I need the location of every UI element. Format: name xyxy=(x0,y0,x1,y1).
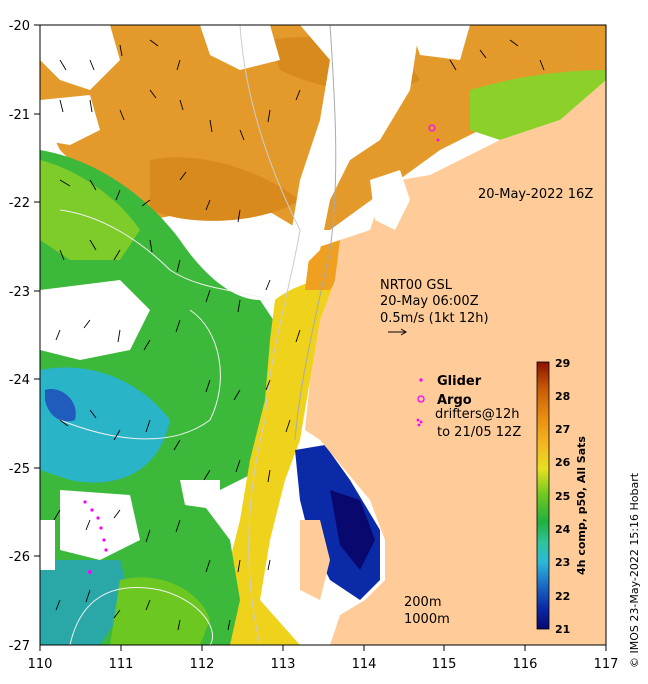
colorbar-tick: 24 xyxy=(555,523,571,536)
argo-marker-icon xyxy=(417,395,425,403)
current-source-label: NRT00 GSL xyxy=(380,278,453,293)
lon-tick-label: 116 xyxy=(513,657,538,672)
lat-tick-label: -21 xyxy=(9,108,30,123)
glider-marker-icon xyxy=(419,378,423,382)
isobath-legend: 200m 1000m xyxy=(404,595,450,627)
lon-tick-label: 113 xyxy=(271,657,296,672)
lat-tick-label: -22 xyxy=(9,196,30,211)
colorbar-title: 4h comp, p50, All Sats xyxy=(575,436,588,575)
lon-tick-label: 112 xyxy=(190,657,215,672)
date-label: 20-May-2022 16Z xyxy=(478,187,593,202)
lat-tick-label: -24 xyxy=(9,373,30,388)
lon-tick-labels: 110 111 112 113 114 115 116 117 xyxy=(28,657,619,672)
lat-tick-label: -20 xyxy=(9,19,30,34)
colorbar-tick: 26 xyxy=(555,456,571,469)
axis-ticks xyxy=(34,24,607,651)
drifter-marker xyxy=(99,526,103,530)
lat-tick-label: -25 xyxy=(9,462,30,477)
glider-position-marker xyxy=(436,138,440,142)
drifter-marker xyxy=(90,508,94,512)
drifter-legend-time: to 21/05 12Z xyxy=(437,425,521,440)
drifter-marker xyxy=(96,516,100,520)
platform-positions xyxy=(83,124,440,574)
current-time-label: 20-May 06:00Z xyxy=(380,294,479,309)
colorbar-tick: 23 xyxy=(555,556,570,569)
current-info: NRT00 GSL 20-May 06:00Z 0.5m/s (1kt 12h) xyxy=(380,278,489,336)
isobath-1000-label: 1000m xyxy=(404,612,450,627)
credit-label: © IMOS 23-May-2022 15:16 Hobart xyxy=(628,472,641,668)
drifter-marker xyxy=(88,570,92,574)
argo-float-marker xyxy=(428,124,436,132)
glider-legend-label: Glider xyxy=(437,374,482,389)
lon-tick-label: 110 xyxy=(28,657,53,672)
lat-tick-labels: -20 -21 -22 -23 -24 -25 -26 -27 xyxy=(9,19,30,654)
scale-arrow-icon xyxy=(388,328,407,336)
drifter-legend-label: drifters@12h xyxy=(435,407,520,422)
colorbar-tick: 22 xyxy=(555,590,570,603)
colorbar-tick: 29 xyxy=(555,357,570,370)
colorbar-tick: 27 xyxy=(555,423,570,436)
sst-field xyxy=(40,25,606,645)
colorbar-tick: 25 xyxy=(555,490,570,503)
isobath-200-label: 200m xyxy=(404,595,441,610)
current-vectors xyxy=(53,39,545,631)
lon-tick-label: 111 xyxy=(109,657,134,672)
colorbar-gradient xyxy=(536,361,550,630)
lon-tick-label: 117 xyxy=(594,657,619,672)
lon-tick-label: 115 xyxy=(432,657,457,672)
lat-tick-label: -26 xyxy=(9,550,30,565)
map-frame xyxy=(39,24,607,646)
drifter-marker xyxy=(83,500,87,504)
colorbar-tick: 28 xyxy=(555,390,570,403)
lat-tick-label: -23 xyxy=(9,285,30,300)
lat-tick-label: -27 xyxy=(9,639,30,654)
lon-tick-label: 114 xyxy=(352,657,377,672)
colorbar-tick: 21 xyxy=(555,623,570,636)
drifter-marker xyxy=(104,548,108,552)
argo-legend-label: Argo xyxy=(437,393,472,408)
drifter-marker-icon xyxy=(416,418,423,427)
drifter-marker xyxy=(102,538,106,542)
colorbar: 21 22 23 24 25 26 27 28 29 4h comp, p50,… xyxy=(536,357,588,636)
platform-legend: Glider Argo drifters@12h to 21/05 12Z xyxy=(416,374,521,440)
current-scale-label: 0.5m/s (1kt 12h) xyxy=(380,311,489,326)
